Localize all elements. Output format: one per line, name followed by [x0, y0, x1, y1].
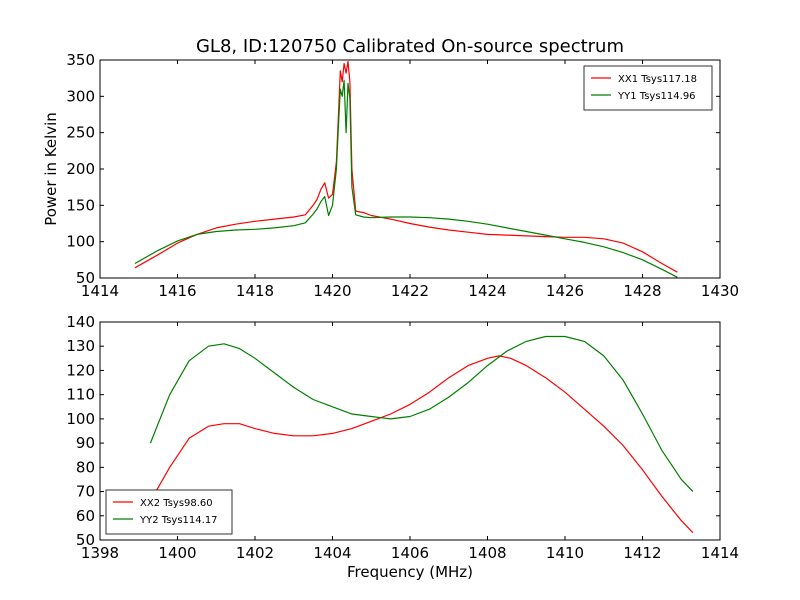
y-tick-label: 50 — [76, 531, 95, 549]
y-tick-label: 110 — [66, 386, 95, 404]
y-tick-label: 80 — [76, 458, 95, 476]
x-tick-label: 1420 — [313, 282, 351, 300]
legend-box — [105, 489, 233, 535]
x-tick-label: 1428 — [623, 282, 661, 300]
x-tick-label: 1414 — [81, 282, 119, 300]
y-tick-label: 60 — [76, 507, 95, 525]
x-tick-label: 1398 — [81, 544, 119, 562]
x-tick-label: 1422 — [391, 282, 429, 300]
y-tick-label: 50 — [76, 269, 95, 287]
y-tick-label: 140 — [66, 313, 95, 331]
y-tick-label: 100 — [66, 233, 95, 251]
series-line-1 — [134, 60, 678, 273]
y-tick-label: 250 — [66, 124, 95, 142]
x-tick-label: 1416 — [158, 282, 196, 300]
y-tick-label: 70 — [76, 483, 95, 501]
x-tick-label: 1406 — [391, 544, 429, 562]
series-line-1 — [149, 355, 694, 534]
y-tick-label: 120 — [66, 361, 95, 379]
y-tick-label: 90 — [76, 434, 95, 452]
legend-entry-2: YY2 Tsys114.17 — [139, 515, 218, 526]
legend-box — [583, 65, 713, 111]
y-tick-label: 150 — [66, 196, 95, 214]
y-axis-label: Power in Kelvin — [42, 112, 60, 226]
top-chart: 1414 1416 1418 1420 1422 1424 1426 1428 1430 50 10… — [42, 36, 739, 300]
x-tick-label: 1414 — [701, 544, 739, 562]
y-tick-label: 350 — [66, 51, 95, 69]
x-tick-label: 1418 — [236, 282, 274, 300]
legend-entry-2: YY1 Tsys114.96 — [617, 91, 696, 102]
legend-entry-1: XX2 Tsys98.60 — [140, 498, 213, 509]
y-tick-label: 100 — [66, 410, 95, 428]
series-line-2 — [149, 335, 694, 493]
bottom-chart: 1398 1400 1402 1404 1406 1408 1410 1412 1414 50 60… — [66, 313, 739, 581]
x-tick-label: 1402 — [236, 544, 274, 562]
legend-entry-1: XX1 Tsys117.18 — [618, 74, 697, 85]
x-tick-label: 1412 — [623, 544, 661, 562]
x-tick-label: 1400 — [158, 544, 196, 562]
x-tick-label: 1410 — [546, 544, 584, 562]
y-tick-label: 300 — [66, 87, 95, 105]
series-line-2 — [134, 79, 678, 278]
x-tick-label: 1404 — [313, 544, 351, 562]
y-tick-label: 200 — [66, 160, 95, 178]
x-tick-label: 1408 — [468, 544, 506, 562]
x-tick-label: 1430 — [701, 282, 739, 300]
x-tick-label: 1426 — [546, 282, 584, 300]
chart-title: GL8, ID:120750 Calibrated On-source spec… — [196, 36, 624, 57]
y-tick-label: 130 — [66, 337, 95, 355]
x-axis-label: Frequency (MHz) — [347, 563, 473, 581]
x-tick-label: 1424 — [468, 282, 506, 300]
